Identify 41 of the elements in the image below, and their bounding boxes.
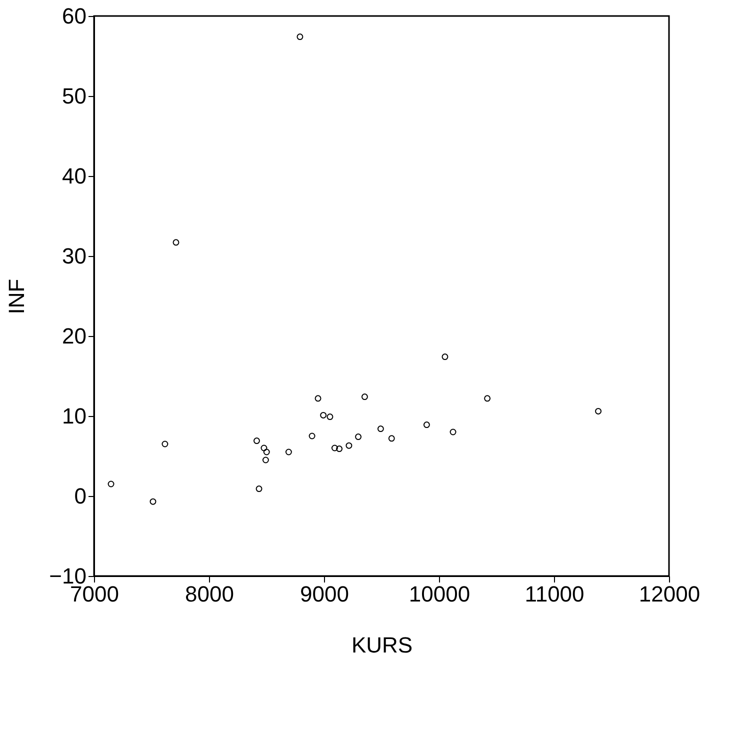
- point: [150, 498, 156, 505]
- point: [262, 456, 269, 464]
- point: [320, 412, 327, 418]
- point: [595, 408, 602, 414]
- x-tick-label: 11000: [524, 582, 584, 606]
- x-tick-label: 10000: [408, 582, 470, 606]
- point: [108, 480, 114, 488]
- x-tick-label: 12000: [638, 582, 700, 606]
- point: [314, 395, 322, 402]
- x-axis-title: KURS: [351, 632, 413, 658]
- point: [442, 354, 448, 360]
- point: [256, 486, 262, 492]
- y-tick-label: 20: [62, 324, 86, 348]
- y-axis-title: INF: [4, 278, 30, 314]
- point: [346, 442, 352, 449]
- x-tick-label: 8000: [185, 582, 234, 606]
- point: [253, 438, 260, 444]
- point: [423, 422, 430, 428]
- y-tick-label: 50: [62, 84, 86, 108]
- point: [263, 448, 270, 456]
- point: [331, 444, 338, 452]
- point: [388, 435, 395, 442]
- point: [450, 428, 456, 436]
- point: [308, 432, 316, 440]
- y-tick-label: 40: [62, 164, 86, 188]
- point: [361, 394, 368, 400]
- point: [377, 426, 384, 432]
- point: [162, 440, 168, 448]
- point: [326, 414, 334, 420]
- x-tick-label: 9000: [300, 582, 349, 606]
- y-tick-label: 60: [62, 4, 86, 28]
- point: [285, 448, 292, 456]
- point: [355, 434, 362, 440]
- y-tick-label: 10: [62, 404, 86, 428]
- y-tick-label: 30: [62, 244, 86, 268]
- point: [336, 446, 343, 452]
- point: [260, 444, 268, 452]
- point: [484, 395, 491, 402]
- point: [172, 239, 180, 246]
- y-tick-label: 0: [74, 484, 86, 508]
- point: [296, 34, 304, 40]
